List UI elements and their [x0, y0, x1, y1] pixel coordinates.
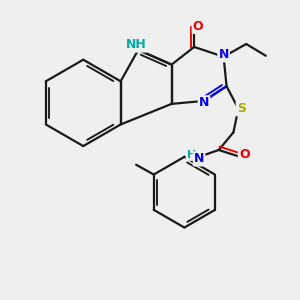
Text: N: N: [194, 152, 204, 165]
Text: N: N: [218, 48, 229, 61]
Text: H: H: [187, 150, 196, 160]
Text: N: N: [199, 96, 209, 110]
Text: S: S: [237, 102, 246, 115]
Text: NH: NH: [126, 38, 147, 52]
Text: O: O: [193, 20, 203, 33]
Text: O: O: [239, 148, 250, 161]
